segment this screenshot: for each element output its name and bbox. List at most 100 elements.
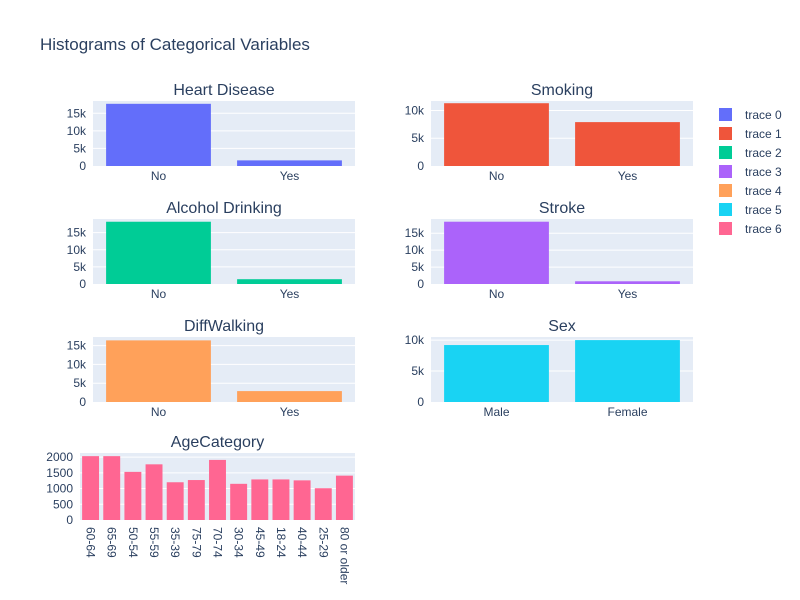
y-tick-label: 5k	[411, 364, 425, 378]
legend-item-5[interactable]: trace 5	[719, 203, 782, 217]
y-tick-label: 5k	[73, 376, 87, 390]
y-tick-label: 0	[79, 277, 86, 291]
legend-item-4[interactable]: trace 4	[719, 184, 782, 198]
x-tick-label: No	[151, 169, 167, 183]
x-tick-label: 25-29	[316, 527, 330, 558]
x-tick-label: 75-79	[189, 527, 203, 558]
x-tick-label: No	[151, 287, 167, 301]
legend-label: trace 1	[745, 127, 782, 141]
y-tick-label: 15k	[67, 339, 87, 353]
legend-label: trace 3	[745, 165, 782, 179]
legend-swatch	[719, 203, 732, 216]
subplot-title: Smoking	[531, 82, 593, 99]
legend-item-1[interactable]: trace 1	[719, 127, 782, 141]
legend-label: trace 4	[745, 184, 782, 198]
y-tick-label: 5k	[411, 260, 425, 274]
y-tick-label: 0	[417, 277, 424, 291]
legend-item-3[interactable]: trace 3	[719, 165, 782, 179]
subplot-title: Sex	[548, 318, 576, 335]
bar-no[interactable]	[444, 221, 549, 284]
legend[interactable]: trace 0 trace 1 trace 2 trace 3 trace 4 trace…	[719, 108, 782, 236]
y-tick-label: 1000	[46, 482, 73, 496]
x-tick-label: 60-64	[84, 527, 98, 558]
bar-45-49[interactable]	[251, 479, 269, 520]
bar-40-44[interactable]	[293, 480, 311, 520]
subplot-title: AgeCategory	[171, 434, 264, 451]
x-tick-label: Yes	[280, 287, 300, 301]
subplots: 0 5k 10k 15k No Yes Heart Disease 0 5k 10k No Yes Sm…	[46, 82, 693, 584]
x-tick-label: No	[489, 169, 505, 183]
subplot-title: Alcohol Drinking	[166, 200, 282, 217]
x-tick-label: Male	[483, 405, 509, 419]
y-tick-label: 15k	[67, 226, 87, 240]
y-tick-label: 10k	[405, 103, 425, 117]
y-tick-label: 10k	[67, 243, 87, 257]
y-tick-label: 5k	[411, 131, 425, 145]
legend-swatch	[719, 165, 732, 178]
bar-80-or-older[interactable]	[335, 475, 353, 520]
x-tick-label: 80 or older	[337, 527, 351, 584]
bar-yes[interactable]	[237, 391, 342, 402]
legend-item-0[interactable]: trace 0	[719, 108, 782, 122]
x-tick-label: 50-54	[126, 527, 140, 558]
legend-swatch	[719, 108, 732, 121]
subplot-title: Stroke	[539, 200, 585, 217]
subplot-title: DiffWalking	[184, 318, 264, 335]
x-tick-label: Yes	[618, 287, 638, 301]
x-tick-label: 55-59	[147, 527, 161, 558]
x-tick-label: 18-24	[274, 527, 288, 558]
x-tick-label: No	[151, 405, 167, 419]
legend-swatch	[719, 127, 732, 140]
y-tick-label: 10k	[67, 357, 87, 371]
legend-label: trace 2	[745, 146, 782, 160]
legend-label: trace 6	[745, 222, 782, 236]
bar-no[interactable]	[106, 103, 211, 166]
y-tick-label: 0	[79, 395, 86, 409]
bar-no[interactable]	[444, 103, 549, 166]
x-tick-label: Female	[607, 405, 647, 419]
subplot-1: 0 5k 10k 15k No Yes Heart Disease	[67, 82, 355, 183]
legend-item-2[interactable]: trace 2	[719, 146, 782, 160]
bar-55-59[interactable]	[145, 464, 163, 520]
subplot-4: 0 5k 10k 15k No Yes Stroke	[405, 200, 693, 301]
y-tick-label: 0	[66, 513, 73, 527]
bar-30-34[interactable]	[230, 483, 248, 520]
bar-60-64[interactable]	[82, 456, 100, 520]
x-tick-label: 45-49	[253, 527, 267, 558]
bar-70-74[interactable]	[209, 459, 226, 520]
subplot-3: 0 5k 10k 15k No Yes Alcohol Drinking	[67, 200, 355, 301]
legend-item-6[interactable]: trace 6	[719, 222, 782, 236]
figure-title: Histograms of Categorical Variables	[40, 35, 310, 54]
y-tick-label: 15k	[67, 106, 87, 120]
bar-25-29[interactable]	[314, 488, 332, 520]
bar-no[interactable]	[106, 221, 211, 284]
bar-50-54[interactable]	[124, 471, 142, 520]
bar-65-69[interactable]	[103, 456, 121, 520]
bar-yes[interactable]	[237, 160, 342, 166]
x-tick-label: Yes	[618, 169, 638, 183]
y-tick-label: 5k	[73, 260, 87, 274]
x-tick-label: 40-44	[295, 527, 309, 558]
y-tick-label: 500	[53, 497, 73, 511]
y-tick-label: 0	[417, 395, 424, 409]
legend-swatch	[719, 184, 732, 197]
x-tick-label: Yes	[280, 169, 300, 183]
x-tick-label: 65-69	[105, 527, 119, 558]
subplot-6: 0 5k 10k Male Female Sex	[405, 318, 693, 419]
bar-yes[interactable]	[575, 281, 680, 284]
bar-female[interactable]	[575, 340, 680, 402]
x-tick-label: No	[489, 287, 505, 301]
bar-yes[interactable]	[237, 279, 342, 284]
bar-no[interactable]	[106, 340, 211, 402]
bar-male[interactable]	[444, 345, 549, 402]
bar-yes[interactable]	[575, 122, 680, 166]
x-tick-label: Yes	[280, 405, 300, 419]
legend-swatch	[719, 146, 732, 159]
bar-35-39[interactable]	[166, 482, 184, 520]
bar-18-24[interactable]	[272, 479, 290, 520]
subplot-5: 0 5k 10k 15k No Yes DiffWalking	[67, 318, 355, 419]
subplot-title: Heart Disease	[173, 82, 274, 99]
bar-75-79[interactable]	[187, 480, 205, 520]
